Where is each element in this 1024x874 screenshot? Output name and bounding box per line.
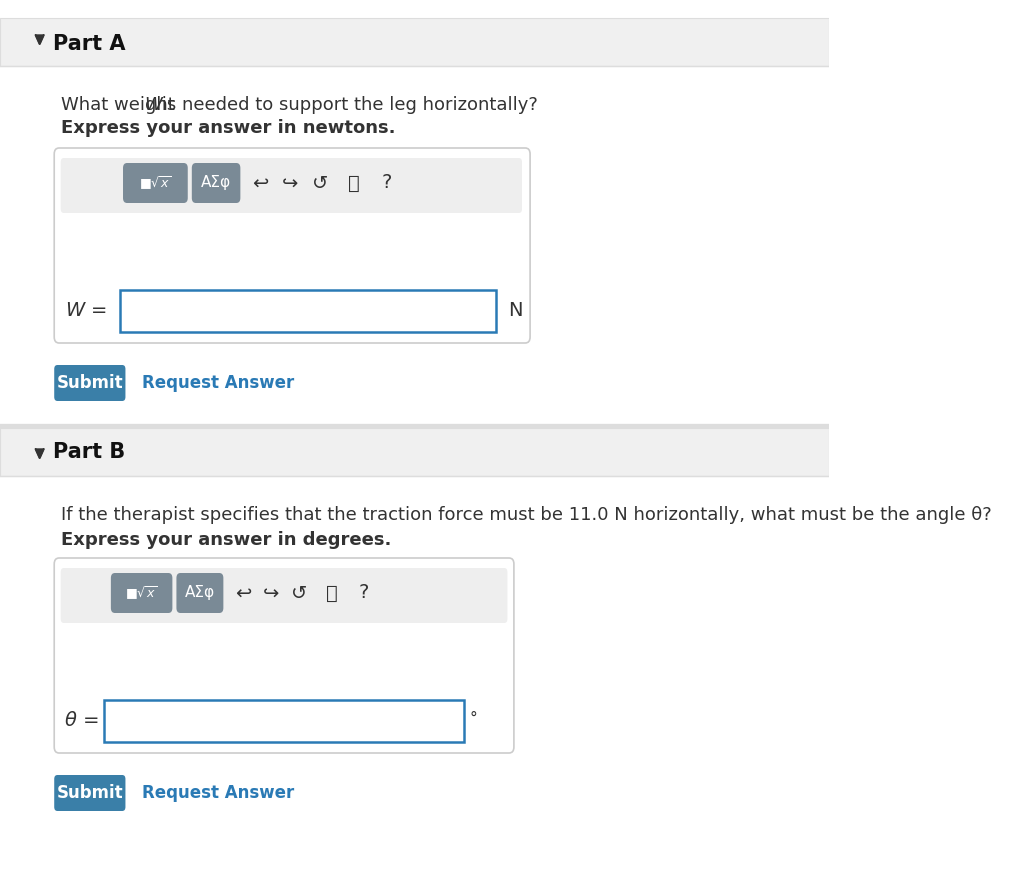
Text: °: ° bbox=[469, 711, 477, 725]
FancyBboxPatch shape bbox=[191, 163, 241, 203]
Text: ?: ? bbox=[382, 174, 392, 192]
FancyBboxPatch shape bbox=[60, 568, 508, 623]
Text: $\blacksquare\sqrt{x}$: $\blacksquare\sqrt{x}$ bbox=[126, 584, 158, 602]
Text: Request Answer: Request Answer bbox=[141, 374, 294, 392]
Text: AΣφ: AΣφ bbox=[185, 586, 215, 600]
Text: ↺: ↺ bbox=[291, 584, 307, 602]
FancyBboxPatch shape bbox=[176, 573, 223, 613]
Bar bbox=[103, 700, 464, 742]
Text: θ =: θ = bbox=[65, 711, 99, 730]
Text: N: N bbox=[508, 301, 522, 320]
FancyBboxPatch shape bbox=[60, 158, 522, 213]
FancyBboxPatch shape bbox=[54, 558, 514, 753]
Text: Part B: Part B bbox=[52, 442, 125, 462]
Text: ?: ? bbox=[359, 584, 370, 602]
Text: $\blacksquare\sqrt{x}$: $\blacksquare\sqrt{x}$ bbox=[139, 174, 172, 191]
Text: AΣφ: AΣφ bbox=[201, 176, 231, 191]
Text: If the therapist specifies that the traction force must be 11.0 N horizontally, : If the therapist specifies that the trac… bbox=[60, 506, 991, 524]
Bar bbox=[120, 290, 496, 332]
Text: $W$ =: $W$ = bbox=[65, 301, 106, 320]
Text: Submit: Submit bbox=[56, 374, 123, 392]
Text: ↩: ↩ bbox=[234, 584, 251, 602]
Text: ↪: ↪ bbox=[263, 584, 280, 602]
Text: ↺: ↺ bbox=[311, 174, 328, 192]
Text: Express your answer in newtons.: Express your answer in newtons. bbox=[60, 119, 395, 137]
FancyBboxPatch shape bbox=[54, 365, 126, 401]
Text: ↩: ↩ bbox=[252, 174, 268, 192]
Text: ⌸: ⌸ bbox=[348, 174, 359, 192]
FancyBboxPatch shape bbox=[54, 775, 126, 811]
Text: ↪: ↪ bbox=[282, 174, 298, 192]
Bar bbox=[0, 428, 828, 476]
Text: $W$: $W$ bbox=[144, 96, 165, 114]
FancyBboxPatch shape bbox=[111, 573, 172, 613]
Bar bbox=[0, 18, 828, 66]
Polygon shape bbox=[36, 35, 44, 44]
Text: Request Answer: Request Answer bbox=[141, 784, 294, 802]
Text: is needed to support the leg horizontally?: is needed to support the leg horizontall… bbox=[157, 96, 538, 114]
FancyBboxPatch shape bbox=[54, 148, 530, 343]
Text: Part A: Part A bbox=[52, 34, 125, 54]
FancyBboxPatch shape bbox=[123, 163, 187, 203]
Polygon shape bbox=[36, 449, 44, 458]
Text: ⌸: ⌸ bbox=[326, 584, 338, 602]
Text: What weight: What weight bbox=[60, 96, 180, 114]
Text: Express your answer in degrees.: Express your answer in degrees. bbox=[60, 531, 391, 549]
Text: Submit: Submit bbox=[56, 784, 123, 802]
